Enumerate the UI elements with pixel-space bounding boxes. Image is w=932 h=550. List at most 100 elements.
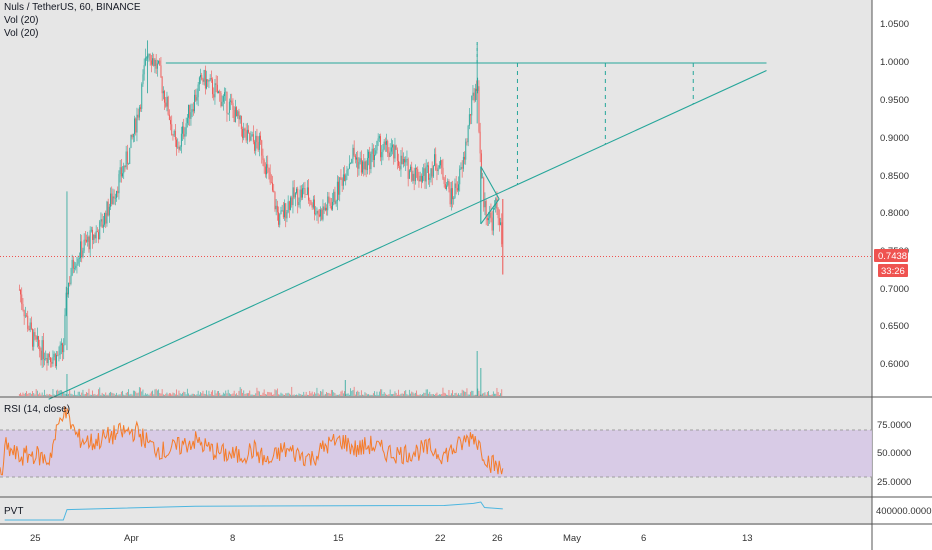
candle-body [291, 197, 293, 206]
volume-bar [476, 394, 477, 396]
candle-body [178, 146, 180, 150]
candle-body [204, 69, 206, 89]
volume-bar [348, 394, 350, 396]
candle-body [407, 159, 409, 179]
candle-body [233, 109, 235, 123]
candle-body [299, 189, 301, 203]
volume-bar [216, 391, 218, 396]
volume-bar [202, 390, 204, 396]
volume-bar [210, 391, 212, 396]
volume-bar [201, 393, 203, 396]
volume-bar [376, 391, 378, 396]
volume-bar [232, 393, 234, 396]
volume-bar [456, 394, 458, 396]
volume-bar [84, 393, 86, 396]
candle-body [394, 145, 396, 159]
volume-bar [423, 392, 425, 396]
candle-body [429, 177, 431, 180]
time-tick: 25 [30, 533, 41, 544]
volume-bar [203, 393, 205, 396]
volume-bar [483, 393, 485, 396]
volume-bar [86, 392, 87, 396]
candle-body [214, 83, 216, 98]
candle-body [144, 57, 146, 66]
volume-bar [264, 394, 266, 396]
candle-body [47, 353, 49, 364]
candle-body [311, 204, 313, 208]
candle-body [316, 210, 318, 214]
candle-body [459, 168, 461, 185]
volume-bar [222, 392, 224, 396]
candle-body [305, 194, 307, 195]
volume-bar [76, 394, 78, 396]
candle-body [90, 229, 92, 231]
volume-bar [58, 391, 60, 396]
candle-body [93, 234, 95, 240]
volume-bar [66, 374, 68, 396]
volume-bar [144, 393, 146, 396]
candle-body [480, 153, 482, 179]
candle-body [237, 111, 239, 117]
candle-body [188, 104, 189, 118]
volume-legend[interactable]: Vol (20) [4, 28, 39, 39]
volume-bar [464, 391, 465, 396]
candle-body [256, 135, 258, 143]
volume-bar [143, 394, 145, 396]
volume-bar [383, 392, 385, 396]
volume-bar [324, 394, 326, 396]
candle-body [501, 222, 503, 245]
candle-body [242, 128, 243, 139]
candle-body [387, 141, 389, 154]
volume-bar [82, 389, 84, 396]
candle-body [28, 328, 30, 331]
volume-bar [77, 391, 79, 396]
volume-bar [248, 393, 249, 396]
candle-body [374, 154, 375, 161]
candle-body [234, 107, 236, 123]
candle-body [63, 344, 65, 353]
volume-bar [78, 391, 80, 396]
volume-bar [460, 393, 462, 396]
volume-bar [200, 392, 201, 396]
volume-bar [59, 390, 61, 396]
volume-bar [443, 392, 445, 396]
candle-body [470, 114, 471, 116]
volume-bar [179, 393, 181, 396]
volume-bar [48, 394, 50, 396]
candle-body [249, 132, 251, 141]
candle-body [432, 165, 434, 177]
volume-legend[interactable]: Vol (20) [4, 15, 39, 26]
volume-bar [435, 393, 437, 396]
rsi-tick: 50.0000 [877, 448, 911, 459]
pvt-legend[interactable]: PVT [4, 506, 24, 517]
candle-body [243, 128, 245, 139]
volume-bar [256, 387, 258, 396]
current-price-badge: 0.7438 [874, 249, 908, 262]
volume-bar [74, 390, 75, 396]
volume-bar [120, 391, 122, 396]
candle-body [112, 196, 114, 204]
volume-bar [96, 394, 98, 396]
candle-body [174, 130, 176, 140]
candle-body [454, 183, 456, 198]
candle-body [465, 141, 467, 160]
volume-bar [302, 394, 303, 396]
countdown-label: 33:26 [881, 266, 905, 277]
volume-bar [54, 394, 56, 396]
volume-bar [39, 392, 41, 396]
candle-body [71, 259, 73, 276]
volume-bar [34, 394, 36, 396]
volume-bar [167, 394, 169, 396]
symbol-title[interactable]: Nuls / TetherUS, 60, BINANCE [4, 2, 141, 13]
volume-bar [215, 393, 217, 396]
volume-bar [165, 393, 167, 396]
volume-bar [236, 393, 237, 396]
volume-bar [190, 394, 192, 396]
candle-body [252, 134, 254, 142]
volume-bar [478, 390, 480, 396]
rsi-legend[interactable]: RSI (14, close) [4, 404, 71, 415]
volume-bar [453, 394, 455, 396]
candle-body [232, 103, 234, 110]
candle-body [443, 178, 445, 185]
